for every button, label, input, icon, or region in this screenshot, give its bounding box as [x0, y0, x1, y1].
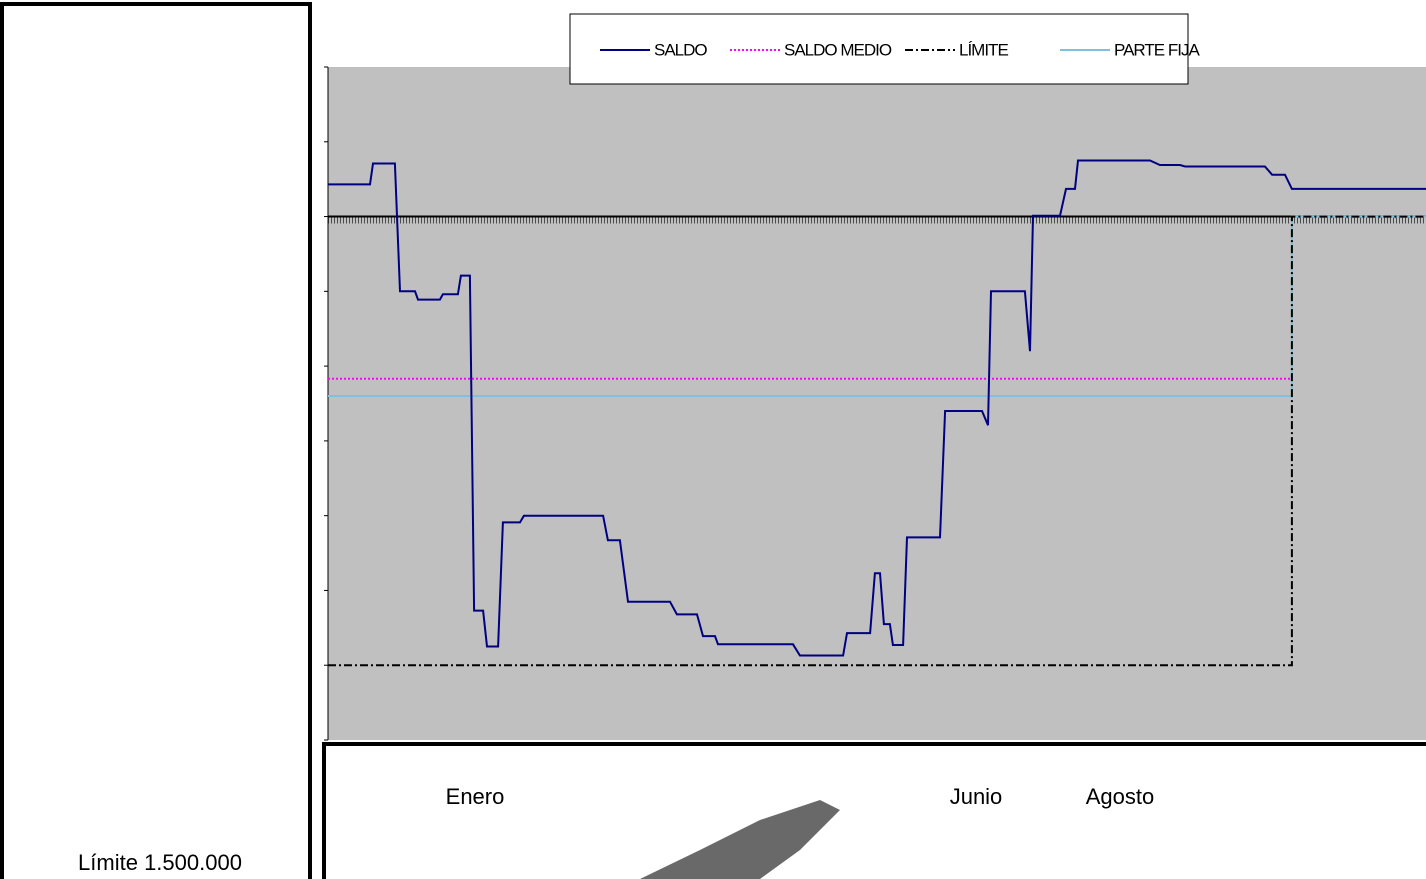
chart: Límite 1.500.000 Enero Junio Agosto SALDO SA…: [0, 0, 1426, 879]
legend-label: SALDO MEDIO: [784, 40, 892, 59]
legend-label: LÍMITE: [959, 40, 1008, 59]
left-panel: [2, 4, 310, 879]
legend-label: SALDO: [654, 40, 707, 59]
legend-label: PARTE FIJA: [1114, 40, 1200, 59]
x-tick-label: Junio: [950, 784, 1003, 809]
plot-area: [328, 67, 1426, 740]
x-tick-label: Enero: [446, 784, 505, 809]
page: Límite 1.500.000 Enero Junio Agosto SALDO SA…: [0, 0, 1426, 879]
x-tick-label: Agosto: [1086, 784, 1155, 809]
limit-note: Límite 1.500.000: [78, 850, 242, 875]
